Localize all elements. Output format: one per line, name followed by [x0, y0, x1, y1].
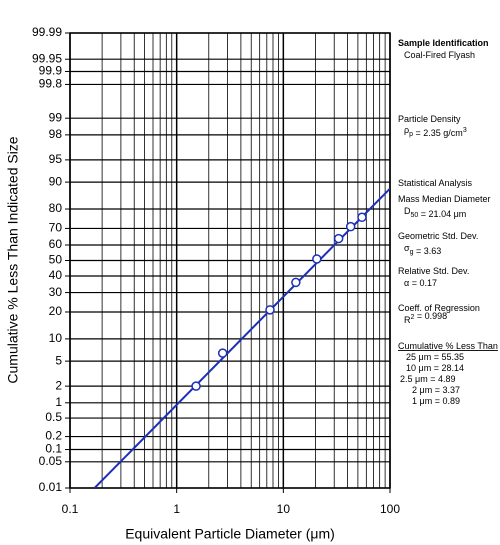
annotation: Mass Median Diameter: [398, 194, 491, 204]
y-tick-label: 98: [49, 127, 63, 141]
annotation-text: D: [404, 206, 411, 216]
annotation: α = 0.17: [404, 278, 437, 288]
subscript: p: [409, 131, 413, 138]
y-axis-label: Cumulative % Less Than Indicated Size: [5, 136, 21, 383]
annotation-text: Statistical Analysis: [398, 178, 473, 188]
plot-frame: [69, 32, 391, 489]
y-tick-label: 0.05: [39, 454, 63, 468]
annotation-text: 2 μm = 3.37: [412, 385, 460, 395]
annotation-text: Cumulative % Less Than: [398, 341, 498, 351]
y-tick-label: 0.01: [39, 480, 63, 494]
annotation-text: 25 μm = 55.35: [406, 352, 464, 362]
annotation: Coeff. of Regression: [398, 303, 480, 313]
annotation-text: Particle Density: [398, 114, 461, 124]
annotation: 10 μm = 28.14: [406, 363, 464, 373]
data-point: [333, 233, 344, 244]
subscript: g: [410, 249, 414, 256]
x-axis-label: Equivalent Particle Diameter (μm): [125, 526, 335, 542]
annotation-text: Geometric Std. Dev.: [398, 231, 478, 241]
superscript: 3: [463, 127, 467, 134]
y-tick-label: 0.2: [45, 429, 62, 443]
superscript: 2: [411, 314, 415, 321]
annotation-text: 1 μm = 0.89: [412, 396, 460, 406]
annotation: Particle Density: [398, 114, 461, 124]
data-point: [312, 254, 322, 264]
data-point: [191, 381, 201, 391]
y-tick-label: 99: [49, 110, 63, 124]
data-point: [345, 221, 356, 232]
annotation: D50 = 21.04 μm: [404, 206, 466, 219]
annotation: 1 μm = 0.89: [412, 396, 460, 406]
annotation-text: Mass Median Diameter: [398, 194, 491, 204]
annotation-text: 10 μm = 28.14: [406, 363, 464, 373]
annotation: Sample Identification: [398, 38, 489, 48]
y-tick-label: 2: [55, 378, 62, 392]
annotation: ρp = 2.35 g/cm3: [404, 125, 467, 138]
annotation: 25 μm = 55.35: [406, 352, 464, 362]
annotation: Relative Std. Dev.: [398, 266, 469, 276]
annotation-text: = 2.35 g/cm: [413, 128, 463, 138]
subscript: 50: [411, 212, 419, 219]
annotation: 2.5 μm = 4.89: [400, 374, 455, 384]
annotation-text: ρ: [404, 125, 409, 135]
data-point: [265, 305, 275, 315]
x-tick-label: 100: [380, 502, 400, 516]
y-tick-label: 0.5: [45, 410, 62, 424]
annotation: Coal-Fired Flyash: [404, 50, 475, 60]
annotation: R2 = 0.998: [404, 311, 447, 325]
annotation: σg = 3.63: [404, 243, 441, 256]
x-tick-label: 1: [173, 502, 180, 516]
annotation-text: Coeff. of Regression: [398, 303, 480, 313]
annotation: 2 μm = 3.37: [412, 385, 460, 395]
y-tick-label: 99.8: [39, 77, 63, 91]
annotation-text: = 0.998: [414, 311, 447, 321]
y-tick-label: 50: [49, 253, 63, 267]
x-tick-label: 0.1: [62, 502, 79, 516]
annotation-text: = 3.63: [413, 246, 441, 256]
y-tick-label: 5: [55, 353, 62, 367]
y-tick-label: 40: [49, 268, 63, 282]
annotation: Geometric Std. Dev.: [398, 231, 478, 241]
y-tick-label: 99.9: [39, 64, 63, 78]
y-tick-label: 30: [49, 285, 63, 299]
data-point: [291, 277, 301, 288]
annotation-text: Sample Identification: [398, 38, 489, 48]
data-point: [217, 348, 228, 358]
y-tick-label: 0.1: [45, 442, 62, 456]
y-tick-label: 60: [49, 237, 63, 251]
annotation: Cumulative % Less Than: [398, 341, 498, 351]
y-tick-label: 99.95: [32, 51, 62, 65]
x-tick-label: 10: [277, 502, 291, 516]
y-tick-label: 80: [49, 201, 63, 215]
annotation: Statistical Analysis: [398, 178, 473, 188]
y-tick-label: 1: [55, 395, 62, 409]
y-tick-label: 20: [49, 304, 63, 318]
annotation-text: = 21.04 μm: [418, 209, 466, 219]
annotation-text: Relative Std. Dev.: [398, 266, 469, 276]
data-point: [357, 212, 367, 223]
annotation-text: 2.5 μm = 4.89: [400, 374, 455, 384]
annotation-text: σ: [404, 243, 410, 253]
y-tick-label: 10: [49, 331, 63, 345]
y-tick-label: 90: [49, 174, 63, 188]
y-tick-label: 99.99: [32, 25, 62, 39]
y-tick-label: 95: [49, 152, 63, 166]
annotation-text: R: [404, 315, 411, 325]
y-tick-label: 70: [49, 221, 63, 235]
annotation-text: α = 0.17: [404, 278, 437, 288]
annotation-text: Coal-Fired Flyash: [404, 50, 475, 60]
